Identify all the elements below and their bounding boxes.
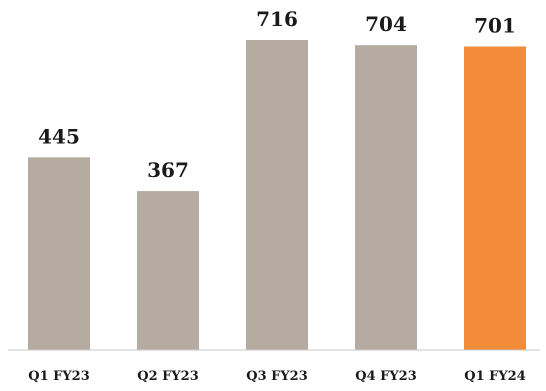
- value-labels-group: 445 367 716 704 701: [38, 7, 516, 182]
- x-tick-label: Q3 FY23: [246, 369, 308, 384]
- x-tick-labels-group: Q1 FY23 Q2 FY23 Q3 FY23 Q4 FY23 Q1 FY24: [28, 369, 526, 384]
- x-tick-label: Q1 FY24: [464, 369, 526, 384]
- x-tick-label: Q2 FY23: [137, 369, 199, 384]
- bar-q1-fy24: [464, 46, 526, 350]
- x-tick-label: Q1 FY23: [28, 369, 90, 384]
- bar-q3-fy23: [246, 40, 308, 350]
- x-tick-label: Q4 FY23: [355, 369, 417, 384]
- bar-q2-fy23: [137, 191, 199, 350]
- data-label: 716: [256, 7, 298, 31]
- bar-q4-fy23: [355, 45, 417, 351]
- bars-group: [28, 40, 526, 351]
- bar-q1-fy23: [28, 157, 90, 350]
- data-label: 367: [147, 158, 189, 182]
- data-label: 704: [365, 12, 407, 36]
- data-label: 701: [474, 13, 516, 37]
- data-label: 445: [38, 124, 80, 148]
